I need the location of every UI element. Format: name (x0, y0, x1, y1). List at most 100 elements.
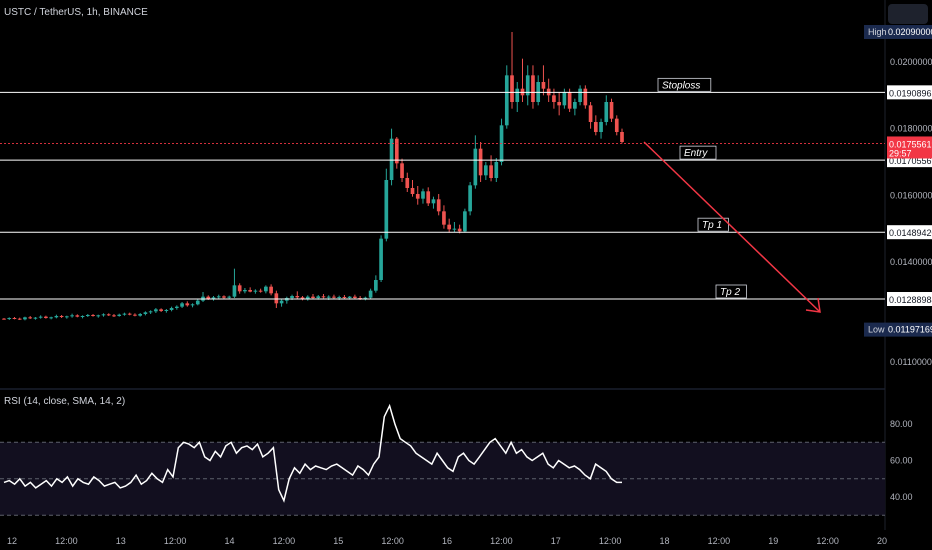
candle-body (133, 314, 137, 316)
candle-body (452, 228, 457, 230)
candle-body (80, 316, 85, 317)
time-tick-label: 14 (224, 536, 234, 546)
high_label-name: High (868, 27, 887, 37)
level-axis-badge (887, 225, 932, 240)
candle-body (463, 211, 467, 232)
candle-body (374, 280, 378, 291)
low_label-badge (864, 322, 932, 337)
candle-body (442, 211, 446, 225)
time-tick-label: 12:00 (708, 536, 731, 546)
candle-body (557, 102, 561, 106)
candle-body (7, 318, 12, 319)
candle-body (23, 317, 27, 320)
candle-body (148, 311, 153, 313)
candle-body (389, 138, 394, 180)
candle-body (274, 293, 279, 304)
candle-body (379, 238, 383, 280)
candle-body (489, 165, 493, 178)
candle-body (216, 296, 221, 298)
candle-body (222, 296, 226, 298)
candle-body (169, 308, 174, 310)
candle-body (70, 315, 74, 317)
time-tick-label: 12:00 (599, 536, 622, 546)
low_label-name: Low (868, 325, 885, 335)
high_label-badge (864, 25, 932, 39)
candle-body (573, 102, 577, 109)
level-axis-badge (887, 292, 932, 307)
current-price-countdown: 29:57 (889, 148, 912, 158)
trend-arrow (643, 141, 821, 313)
candle-body (305, 296, 310, 299)
candle-body (54, 316, 59, 318)
candle-body (332, 296, 336, 298)
candle-body (515, 88, 520, 102)
candle-body (552, 95, 556, 102)
time-tick-label: 12:00 (490, 536, 513, 546)
candle-body (300, 297, 305, 299)
candle-body (510, 75, 514, 102)
candle-body (28, 317, 33, 319)
time-tick-label: 12:00 (273, 536, 296, 546)
candle-body (358, 298, 362, 299)
level-tag-tp2: Tp 2 (720, 287, 740, 298)
rsi-line (3, 403, 622, 503)
candle-body (65, 316, 69, 318)
candle-body (426, 191, 431, 204)
candle-body (232, 285, 237, 297)
candle-body (347, 296, 352, 298)
level-axis-value: 0.01705569 (889, 156, 932, 166)
level-axis-badge (887, 85, 932, 100)
candle-body (311, 296, 315, 298)
level-tag-box (657, 77, 712, 92)
rsi-tick-label: 80.00 (890, 419, 913, 429)
candle-body (614, 118, 619, 132)
candle-body (337, 297, 342, 298)
level-tag-stoploss: Stoploss (662, 80, 700, 91)
candle-body (468, 185, 472, 212)
symbol-header: USTC / TetherUS, 1h, BINANCE (4, 7, 148, 18)
candle-body (174, 306, 179, 308)
candle-body (421, 191, 425, 199)
candle-body (431, 199, 436, 204)
candle-body (253, 290, 258, 292)
candle-body (567, 92, 572, 109)
toolbar-button[interactable] (888, 4, 928, 24)
pane-separator (0, 388, 885, 390)
candle-body (159, 309, 163, 311)
candle-body (106, 314, 111, 316)
candle-body (295, 296, 300, 298)
candle-body (478, 148, 483, 176)
candle-body (12, 318, 17, 319)
candle-body (483, 165, 488, 176)
candle-body (599, 122, 603, 132)
time-tick-label: 12 (7, 536, 17, 546)
level-axis-value: 0.01288984 (889, 295, 932, 305)
candle-body (127, 313, 132, 315)
candle-body (138, 314, 143, 316)
candle-body (368, 290, 373, 298)
candle-body (211, 297, 216, 299)
time-tick-label: 16 (442, 536, 452, 546)
time-tick-label: 15 (333, 536, 343, 546)
level-axis-value: 0.01489420 (889, 228, 932, 238)
candle-body (410, 188, 415, 194)
candle-body (17, 318, 22, 320)
candle-body (44, 316, 48, 318)
candle-body (609, 102, 614, 119)
candle-body (59, 316, 64, 317)
candles-group (2, 32, 624, 321)
candle-body (316, 296, 321, 298)
candle-body (75, 315, 80, 317)
trend-arrow-head (805, 297, 821, 313)
level-tag-box (715, 284, 747, 299)
candle-body (180, 303, 184, 307)
time-tick-label: 12:00 (381, 536, 404, 546)
candle-body (96, 315, 101, 317)
candle-body (185, 303, 190, 306)
candle-body (122, 313, 127, 315)
candle-body (583, 88, 588, 106)
candle-body (112, 315, 116, 317)
candle-body (101, 314, 106, 316)
